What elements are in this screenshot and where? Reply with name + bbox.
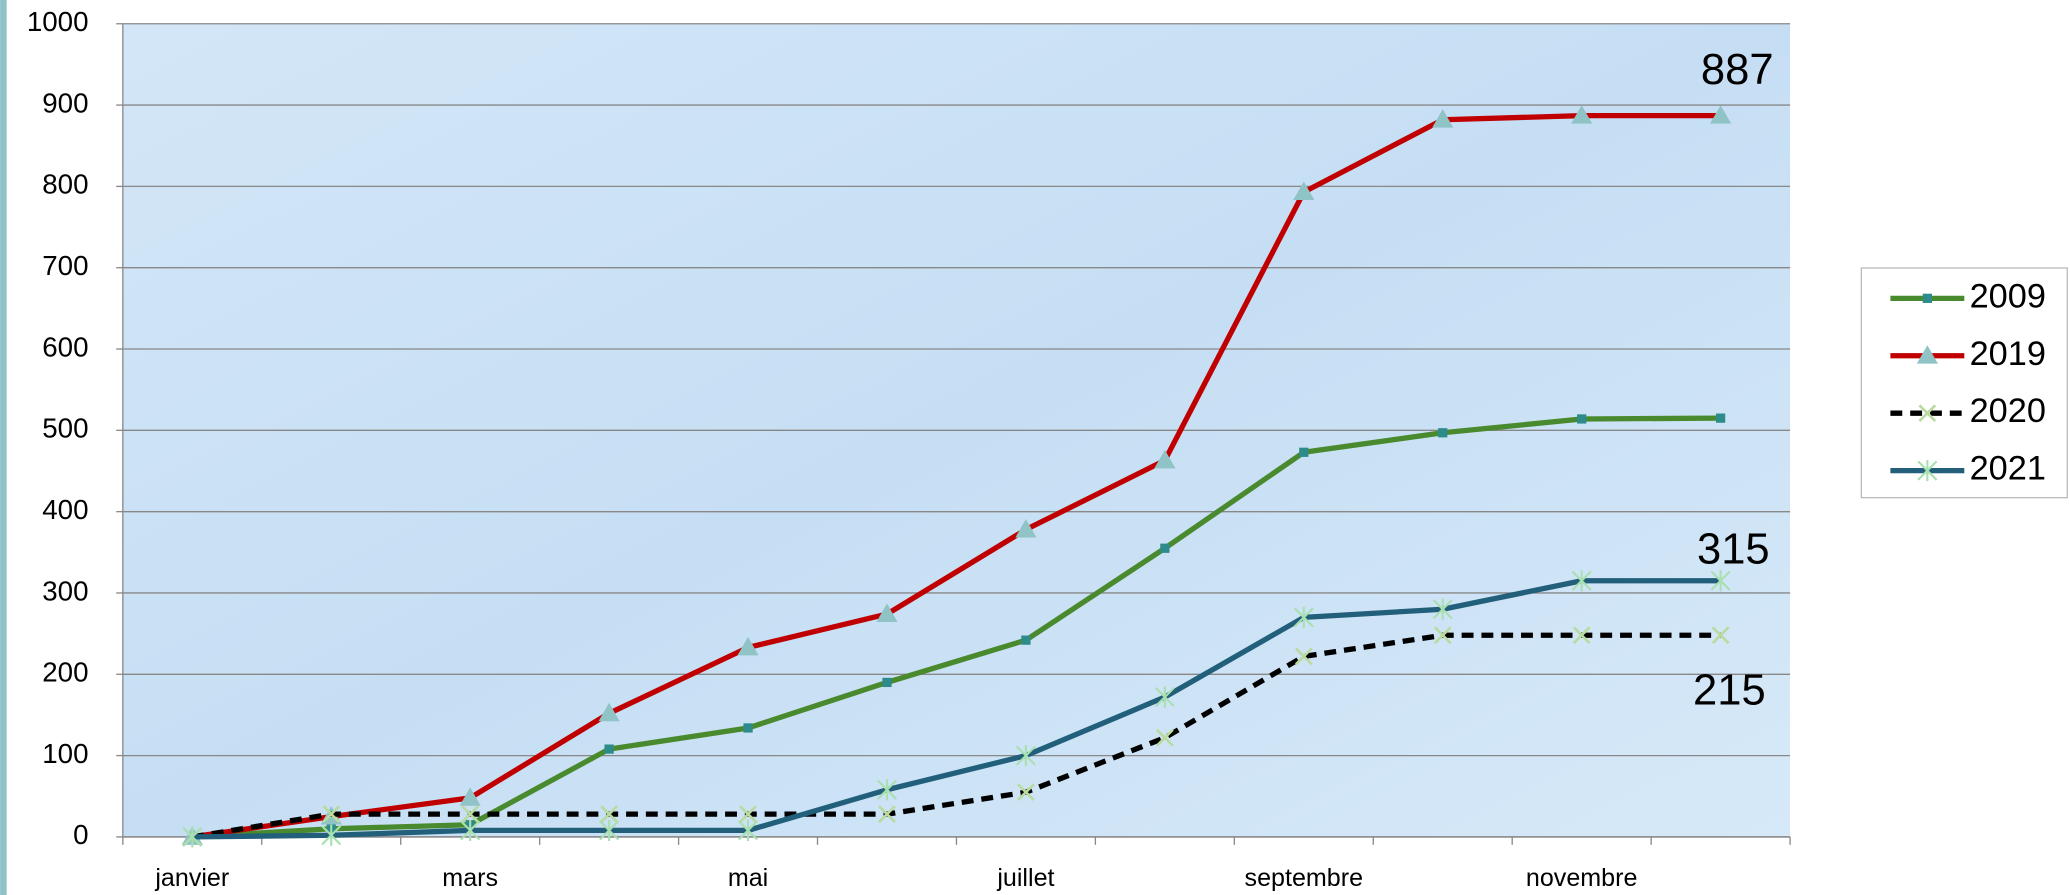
point bbox=[1021, 635, 1031, 645]
legend-marker bbox=[1918, 404, 1937, 423]
point bbox=[460, 819, 481, 841]
point bbox=[878, 805, 896, 824]
point bbox=[599, 819, 620, 841]
point bbox=[1154, 686, 1175, 708]
legend-label: 2021 bbox=[1970, 450, 2046, 488]
point bbox=[737, 636, 759, 656]
point bbox=[1433, 626, 1452, 645]
point bbox=[1710, 570, 1731, 592]
x-tick-label: juillet bbox=[996, 864, 1054, 892]
legend-label: 2019 bbox=[1970, 335, 2046, 373]
point bbox=[1015, 745, 1036, 767]
point bbox=[459, 787, 481, 806]
y-tick-label: 100 bbox=[42, 738, 88, 769]
point bbox=[739, 805, 757, 824]
y-tick-label: 600 bbox=[42, 331, 88, 362]
y-tick-label: 800 bbox=[42, 169, 88, 200]
point bbox=[877, 779, 897, 801]
point bbox=[1293, 181, 1315, 201]
y-tick-label: 500 bbox=[42, 413, 88, 444]
point bbox=[1156, 728, 1174, 747]
legend-marker bbox=[1917, 460, 1938, 482]
point bbox=[743, 723, 753, 733]
point bbox=[882, 677, 892, 688]
point bbox=[1015, 518, 1037, 538]
annotation: 887 bbox=[1701, 46, 1774, 94]
legend-box bbox=[1860, 267, 2068, 499]
point bbox=[1438, 428, 1448, 438]
x-tick-label: janvier bbox=[154, 864, 229, 892]
point bbox=[321, 824, 342, 846]
point bbox=[604, 744, 614, 754]
y-tick-label: 400 bbox=[42, 494, 88, 525]
x-tick-label: mars bbox=[442, 864, 498, 892]
y-tick-label: 0 bbox=[73, 819, 88, 850]
point bbox=[1710, 105, 1732, 124]
point bbox=[1432, 598, 1453, 620]
x-tick-label: novembre bbox=[1526, 864, 1638, 892]
y-tick-label: 1000 bbox=[27, 6, 89, 37]
legend-label: 2020 bbox=[1970, 392, 2046, 430]
point bbox=[600, 805, 618, 824]
y-tick-label: 200 bbox=[42, 657, 88, 688]
point bbox=[1571, 570, 1592, 592]
point bbox=[1432, 109, 1454, 128]
point bbox=[1711, 626, 1730, 645]
series-line bbox=[191, 632, 1721, 840]
point bbox=[1293, 606, 1314, 628]
x-tick-label: septembre bbox=[1245, 864, 1364, 892]
point bbox=[461, 805, 480, 824]
series-line bbox=[192, 578, 1721, 840]
point bbox=[1299, 447, 1309, 457]
legend-marker bbox=[1916, 345, 1938, 364]
annotation: 215 bbox=[1693, 667, 1766, 715]
legend-marker bbox=[1922, 293, 1932, 303]
point bbox=[1572, 626, 1591, 645]
series-line bbox=[192, 415, 1721, 840]
point bbox=[1715, 413, 1726, 423]
series-line bbox=[191, 113, 1721, 840]
y-tick-label: 700 bbox=[42, 250, 88, 281]
point bbox=[1160, 543, 1170, 553]
point bbox=[738, 819, 759, 841]
point bbox=[1577, 414, 1587, 424]
point bbox=[876, 603, 898, 623]
point bbox=[1154, 449, 1176, 469]
point bbox=[1294, 647, 1313, 666]
point bbox=[598, 702, 620, 722]
x-tick-label: mai bbox=[728, 864, 768, 892]
y-tick-label: 900 bbox=[42, 87, 88, 118]
legend-label: 2009 bbox=[1970, 277, 2046, 315]
point bbox=[1017, 783, 1035, 802]
point bbox=[1571, 105, 1593, 124]
y-tick-label: 300 bbox=[42, 575, 88, 606]
annotation: 315 bbox=[1697, 525, 1770, 573]
point bbox=[182, 826, 203, 848]
side-bar bbox=[0, 0, 7, 895]
point bbox=[322, 805, 341, 824]
